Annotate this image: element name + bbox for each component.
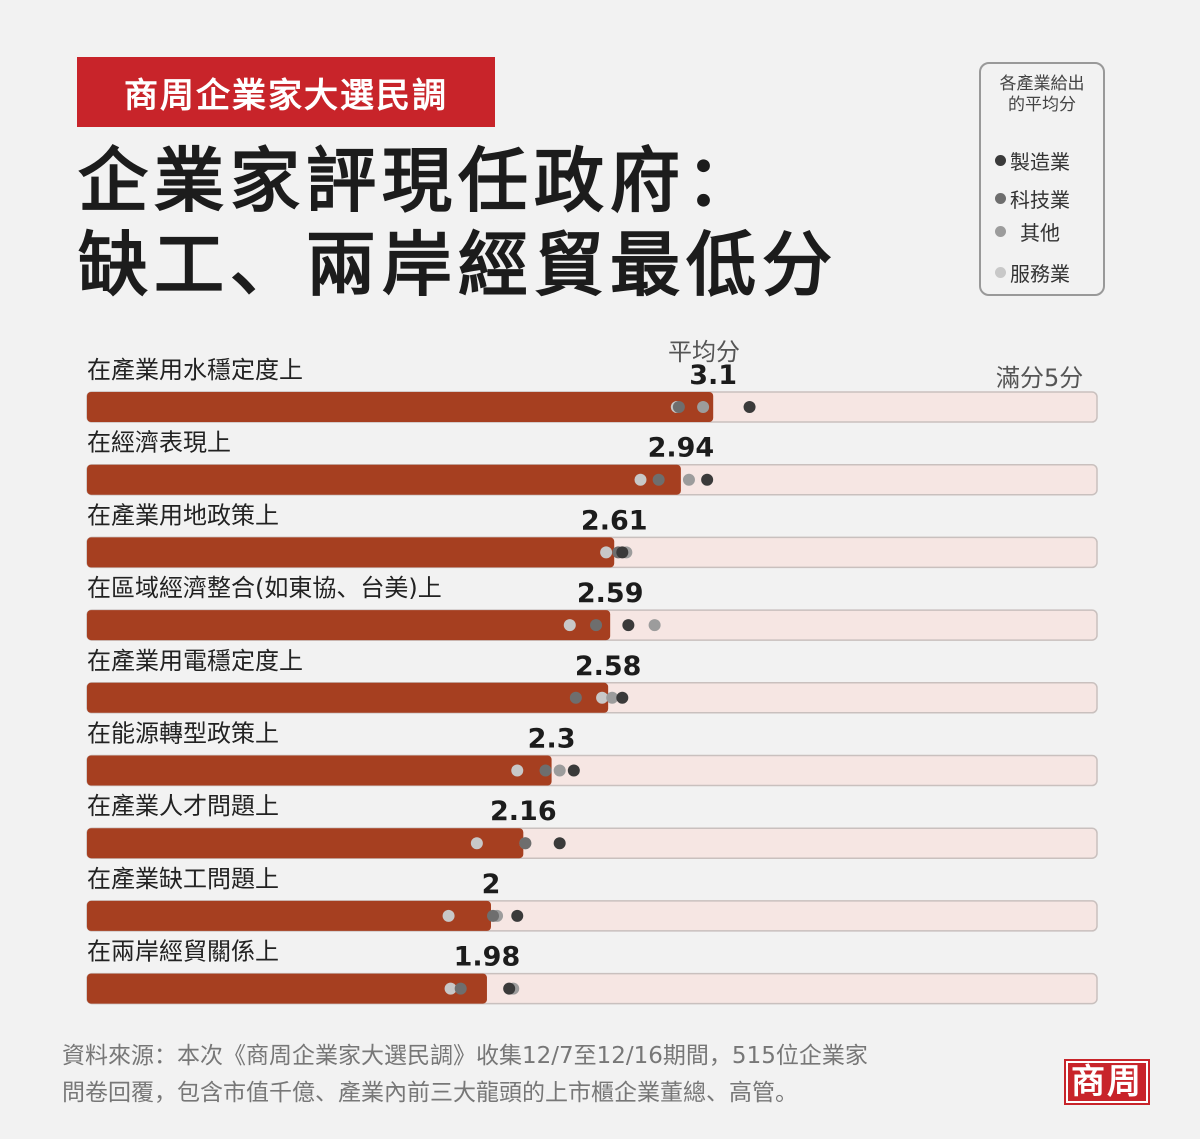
industry-dot xyxy=(553,837,566,850)
category-label: 在產業用水穩定度上 xyxy=(87,356,303,384)
survey-badge: 商周企業家大選民調 xyxy=(77,57,495,127)
industry-dot xyxy=(503,982,516,995)
industry-dot xyxy=(622,619,635,632)
page-title-line1: 企業家評現任政府： xyxy=(78,140,762,222)
bar xyxy=(87,537,615,568)
industry-dot xyxy=(606,691,619,704)
bar xyxy=(87,900,491,931)
legend-title-line: 的平均分 xyxy=(1008,95,1076,115)
bar xyxy=(87,392,714,422)
full-score-label: 滿分5分 xyxy=(996,364,1084,392)
value-label: 1.98 xyxy=(454,942,521,973)
industry-dot xyxy=(616,546,629,559)
bar xyxy=(87,973,487,1004)
brand-logo: 商周 xyxy=(1064,1059,1150,1105)
industry-dot xyxy=(487,909,500,922)
legend-dot-icon xyxy=(995,267,1006,278)
legend-title: 各產業給出 的平均分 xyxy=(981,74,1103,116)
legend-dot-icon xyxy=(995,155,1006,166)
legend-item-manufacturing: 製造業 xyxy=(995,146,1070,175)
industry-dot xyxy=(616,691,629,704)
category-label: 在區域經濟整合(如東協、台美)上 xyxy=(87,574,442,602)
industry-dot xyxy=(743,401,756,413)
value-label: 2 xyxy=(482,869,501,900)
industry-dot xyxy=(600,546,613,559)
industry-dot xyxy=(652,473,665,486)
source-line: 問卷回覆，包含市值千億、產業內前三大龍頭的上市櫃企業董總、高管。 xyxy=(62,1080,798,1106)
industry-dot xyxy=(454,982,467,995)
value-label: 2.16 xyxy=(490,796,557,827)
legend-item-tech: 科技業 xyxy=(995,184,1070,213)
legend-item-service: 服務業 xyxy=(995,258,1070,287)
value-label: 2.61 xyxy=(581,505,648,536)
industry-dot xyxy=(519,837,532,850)
legend-title-line: 各產業給出 xyxy=(999,74,1085,94)
industry-dot xyxy=(590,619,603,632)
bar xyxy=(87,464,681,495)
category-label: 在兩岸經貿關係上 xyxy=(87,938,279,966)
legend-label: 製造業 xyxy=(1010,150,1070,174)
value-label: 2.3 xyxy=(528,724,576,755)
value-label: 2.58 xyxy=(575,651,642,682)
value-label: 2.94 xyxy=(648,433,715,464)
industry-dot xyxy=(567,764,580,777)
legend-dot-icon xyxy=(995,226,1006,237)
industry-dot xyxy=(470,837,483,850)
value-label: 3.1 xyxy=(689,360,737,391)
page-title-line2: 缺工、兩岸經貿最低分 xyxy=(78,224,838,306)
average-score-label: 平均分 xyxy=(668,338,740,366)
industry-dot xyxy=(682,473,695,486)
industry-dot xyxy=(511,909,524,922)
legend-item-other: 其他 xyxy=(995,217,1060,246)
legend-label: 其他 xyxy=(1020,221,1060,245)
industry-dot xyxy=(442,909,455,922)
source-line: 資料來源：本次《商周企業家大選民調》收集12/7至12/16期間，515位企業家 xyxy=(62,1043,868,1069)
industry-dot xyxy=(553,764,566,777)
legend-label: 科技業 xyxy=(1010,188,1070,212)
legend-dot-icon xyxy=(995,193,1006,204)
category-label: 在能源轉型政策上 xyxy=(87,720,279,748)
value-label: 2.59 xyxy=(577,578,644,609)
category-label: 在產業人才問題上 xyxy=(87,792,279,820)
legend: 各產業給出 的平均分 製造業 科技業 其他 服務業 xyxy=(979,62,1105,296)
industry-dot xyxy=(563,619,576,632)
industry-dot xyxy=(539,764,552,777)
bar xyxy=(87,828,524,859)
bar xyxy=(87,755,552,786)
industry-dot xyxy=(648,619,661,632)
category-label: 在產業缺工問題上 xyxy=(87,865,279,893)
industry-dot xyxy=(701,473,714,486)
industry-dot xyxy=(634,473,647,486)
industry-dot xyxy=(596,691,609,704)
category-label: 在經濟表現上 xyxy=(87,429,231,457)
bar xyxy=(87,610,611,641)
bar xyxy=(87,682,609,713)
logo-text: 商周 xyxy=(1066,1061,1148,1103)
industry-dot xyxy=(697,401,710,413)
industry-dot xyxy=(444,982,457,995)
industry-dot xyxy=(672,401,685,413)
source-note: 資料來源：本次《商周企業家大選民調》收集12/7至12/16期間，515位企業家… xyxy=(62,1038,1062,1112)
category-label: 在產業用電穩定度上 xyxy=(87,647,303,675)
legend-label: 服務業 xyxy=(1010,262,1070,286)
industry-dot xyxy=(511,764,524,777)
industry-dot xyxy=(569,691,582,704)
category-label: 在產業用地政策上 xyxy=(87,501,279,529)
